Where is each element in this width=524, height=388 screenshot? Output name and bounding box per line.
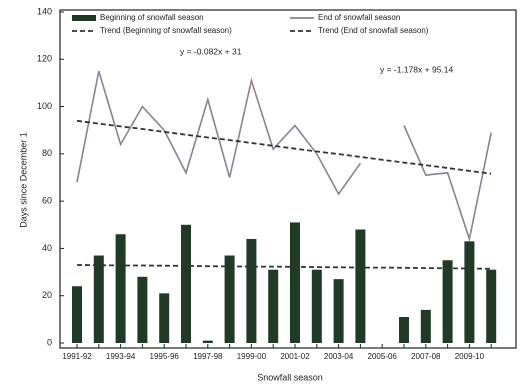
bar [202, 340, 213, 343]
annotation: y = -1.178x + 95.14 [380, 64, 454, 74]
x-tick-label: 2005-06 [368, 352, 398, 361]
y-tick-label: 80 [42, 148, 52, 158]
bar [159, 293, 170, 343]
y-tick-label: 140 [37, 6, 52, 16]
bar [93, 255, 104, 343]
x-tick-label: 1995-96 [150, 352, 180, 361]
y-tick-label: 20 [42, 290, 52, 300]
bar [290, 222, 300, 343]
y-axis-label: Days since December 1 [18, 132, 28, 228]
bar [420, 309, 431, 343]
line [76, 70, 492, 243]
legend-label: End of snowfall season [318, 13, 400, 22]
x-tick-label: 2001-02 [280, 352, 310, 361]
legend-swatch [72, 15, 96, 21]
bar [246, 238, 257, 343]
bar [311, 269, 322, 343]
bar [72, 286, 82, 343]
bar [137, 276, 148, 343]
bar [333, 279, 344, 343]
legend-label: Beginning of snowfall season [100, 13, 204, 22]
annotation: y = -0.082x + 31 [180, 46, 242, 56]
bar [399, 316, 409, 343]
bar [268, 269, 279, 343]
bar [355, 229, 366, 343]
y-tick-label: 120 [37, 54, 52, 64]
y-tick-label: 100 [37, 101, 52, 111]
x-tick-label: 1999-00 [237, 352, 267, 361]
y-tick-label: 60 [42, 196, 52, 206]
trend-line [76, 264, 492, 270]
x-tick-label: 1993-94 [106, 352, 136, 361]
legend-label: Trend (Beginning of snowfall season) [100, 26, 232, 35]
x-tick-label: 1991-92 [62, 352, 92, 361]
trend-line [76, 119, 492, 175]
plot-frame [59, 9, 517, 349]
bar [442, 260, 453, 343]
x-tick-label: 1997-98 [193, 352, 223, 361]
bar [115, 234, 126, 343]
x-axis-label: Snowfall season [257, 372, 323, 382]
bar [181, 224, 191, 343]
bar [224, 255, 235, 343]
bar [486, 269, 497, 343]
x-tick-label: 2003-04 [324, 352, 354, 361]
y-tick-label: 40 [42, 243, 52, 253]
bar [464, 241, 475, 343]
x-tick-label: 2007-08 [411, 352, 441, 361]
x-tick-label: 2009-10 [455, 352, 485, 361]
legend-label: Trend (End of snowfall season) [318, 26, 429, 35]
y-tick-label: 0 [47, 337, 52, 347]
